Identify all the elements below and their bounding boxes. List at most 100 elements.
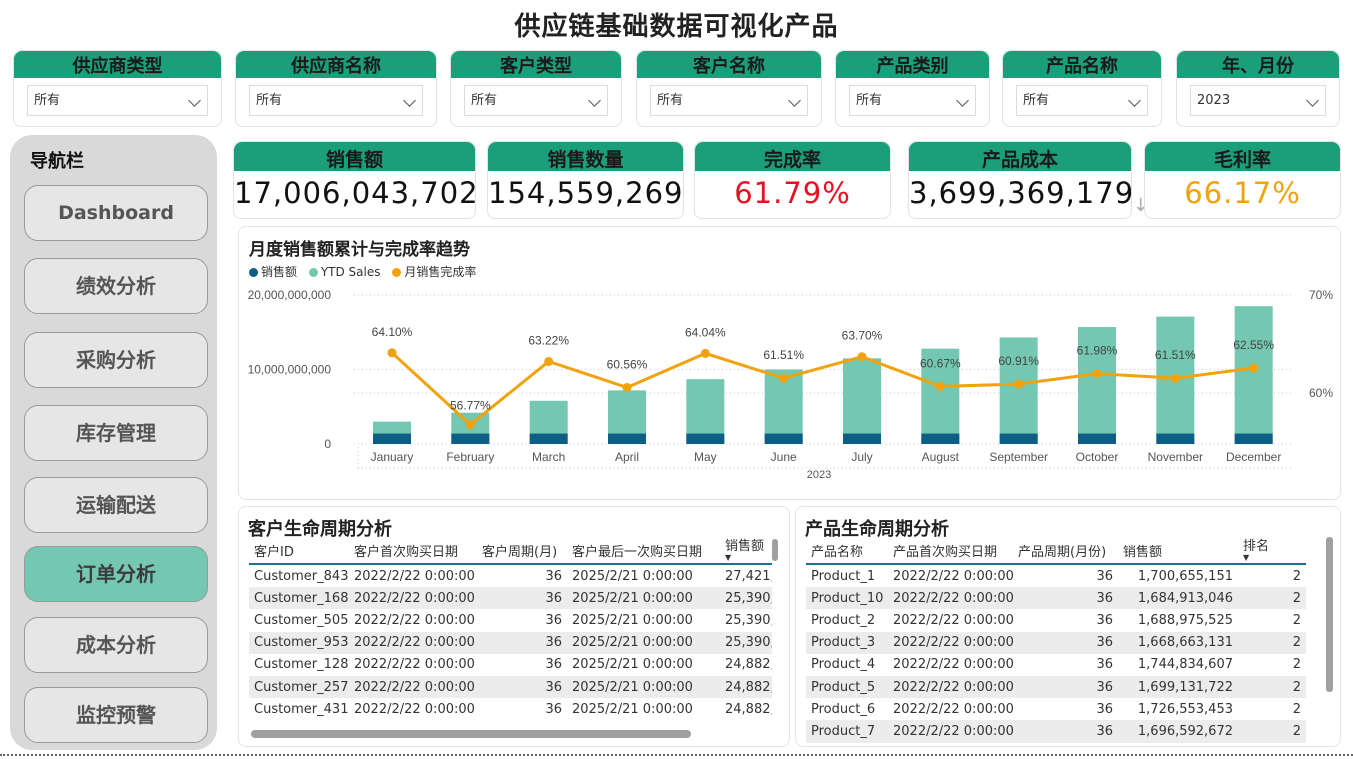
column-header[interactable]: 排名 ▼ — [1238, 537, 1306, 563]
table-row[interactable]: Customer_168 2022/2/22 0:00:00 36 2025/2/21… — [249, 587, 772, 610]
vertical-scrollbar[interactable] — [772, 539, 778, 561]
data-label: 64.04% — [685, 325, 726, 339]
bar-ytd-sales — [843, 358, 881, 444]
table-cell: 2025/2/21 0:00:00 — [567, 631, 720, 654]
drill-down-arrow-icon[interactable]: ↓ — [1133, 195, 1149, 216]
nav-item-1[interactable]: 绩效分析 — [24, 258, 208, 314]
nav-item-2[interactable]: 采购分析 — [24, 332, 208, 388]
x-tick-label: June — [771, 450, 797, 464]
bar-sales — [451, 433, 490, 444]
table-cell: 2022/2/22 0:00:00 — [893, 657, 1013, 673]
bar-sales — [764, 433, 803, 444]
table-row[interactable]: Product_3 2022/2/22 0:00:00 36 1,668,663,13… — [806, 631, 1306, 654]
table-cell: 2 — [1238, 631, 1306, 654]
table-cell: Customer_128 — [254, 657, 349, 673]
column-header[interactable]: 产品周期(月份) — [1013, 537, 1118, 563]
slicer-value: 所有 — [1023, 93, 1050, 108]
table-row[interactable]: Product_2 2022/2/22 0:00:00 36 1,688,975,52… — [806, 609, 1306, 631]
column-header-label: 客户ID — [254, 544, 294, 560]
column-header[interactable]: 销售额 — [1118, 537, 1238, 563]
kpi-card-4: 毛利率 66.17% — [1144, 141, 1341, 219]
slicer-value: 所有 — [471, 93, 498, 108]
slicer-dropdown[interactable]: 所有 — [27, 85, 208, 116]
data-label: 63.70% — [842, 329, 883, 343]
table-cell: 36 — [545, 657, 562, 673]
table-cell: 36 — [1013, 587, 1118, 610]
table-row[interactable]: Customer_431 2022/2/22 0:00:00 36 2025/2/21… — [249, 698, 772, 720]
column-header[interactable]: 产品名称 — [806, 537, 888, 563]
slicer-label: 客户类型 — [451, 51, 621, 78]
slicer-dropdown[interactable]: 所有 — [464, 85, 608, 116]
completion-rate-point — [1014, 379, 1024, 389]
table-row[interactable]: Customer_505 2022/2/22 0:00:00 36 2025/2/21… — [249, 609, 772, 631]
nav-item-4[interactable]: 运输配送 — [24, 477, 208, 533]
nav-item-5[interactable]: 订单分析 — [24, 546, 208, 602]
column-header[interactable]: 客户周期(月) — [477, 537, 567, 563]
slicer-value: 所有 — [256, 93, 283, 108]
column-header[interactable]: 销售额 ▼ — [720, 537, 772, 563]
slicer-dropdown[interactable]: 所有 — [249, 85, 423, 116]
slicer-dropdown[interactable]: 所有 — [650, 85, 808, 116]
slicer-label: 年、月份 — [1177, 51, 1339, 78]
table-cell: 1,726,553,453 — [1137, 701, 1233, 717]
legend-item-rate[interactable]: 月销售完成率 — [392, 265, 476, 279]
table-cell: 27,421, — [725, 568, 772, 584]
bar-ytd-sales — [1234, 306, 1273, 444]
table-cell: 36 — [477, 675, 567, 699]
table-cell: 2025/2/21 0:00:00 — [567, 675, 720, 699]
table-cell: Customer_257 — [249, 675, 349, 699]
chevron-down-icon — [1306, 94, 1319, 107]
table-row[interactable]: Product_6 2022/2/22 0:00:00 36 1,726,553,45… — [806, 698, 1306, 720]
combo-chart[interactable]: 20,000,000,000 10,000,000,000 0 70% 60% Janua… — [239, 227, 1342, 501]
table-row[interactable]: Product_1 2022/2/22 0:00:00 36 1,700,655,15… — [806, 565, 1306, 587]
sort-desc-icon[interactable]: ▼ — [1243, 553, 1250, 562]
table-row[interactable]: Customer_843 2022/2/22 0:00:00 36 2025/2/21… — [249, 565, 772, 587]
slicer-dropdown[interactable]: 2023 — [1190, 85, 1326, 116]
legend-item-sales[interactable]: 销售额 — [249, 265, 297, 279]
table-cell: 2022/2/22 0:00:00 — [354, 612, 475, 628]
bar-sales — [1078, 433, 1116, 444]
y2-tick-label: 70% — [1309, 288, 1333, 302]
legend-label-ytd: YTD Sales — [320, 265, 381, 279]
table-row[interactable]: Product_10 2022/2/22 0:00:00 36 1,684,913,0… — [806, 587, 1306, 610]
legend-dot-ytd — [308, 268, 318, 277]
column-header[interactable]: 客户最后一次购买日期 — [567, 537, 720, 563]
sort-desc-icon[interactable]: ▼ — [725, 553, 732, 562]
table-cell: 36 — [545, 701, 562, 717]
table-cell: Product_2 — [811, 612, 876, 628]
nav-item-0[interactable]: Dashboard — [24, 185, 208, 241]
nav-item-6[interactable]: 成本分析 — [24, 617, 208, 673]
slicer-dropdown[interactable]: 所有 — [1016, 85, 1148, 116]
completion-rate-point — [465, 420, 475, 430]
table-row[interactable]: Customer_257 2022/2/22 0:00:00 36 2025/2/21… — [249, 675, 772, 699]
nav-item-7[interactable]: 监控预警 — [24, 687, 208, 743]
horizontal-scrollbar[interactable] — [251, 730, 691, 738]
slicer-value: 2023 — [1197, 93, 1231, 108]
column-header[interactable]: 客户ID — [249, 537, 349, 563]
nav-item-3[interactable]: 库存管理 — [24, 405, 208, 461]
table-row[interactable]: Product_7 2022/2/22 0:00:00 36 1,696,592,67… — [806, 720, 1306, 743]
table-cell: 2 — [1292, 612, 1301, 628]
chevron-down-icon — [403, 94, 416, 107]
table-row[interactable]: Product_4 2022/2/22 0:00:00 36 1,744,834,60… — [806, 654, 1306, 676]
column-header[interactable]: 产品首次购买日期 — [888, 537, 1013, 563]
table-cell: 36 — [1096, 701, 1113, 717]
legend-item-ytd[interactable]: YTD Sales — [308, 265, 381, 279]
table-cell: Customer_431 — [254, 701, 349, 717]
table-cell: 2022/2/22 0:00:00 — [893, 612, 1013, 628]
data-label: 63.22% — [528, 333, 569, 347]
table-row[interactable]: Customer_128 2022/2/22 0:00:00 36 2025/2/21… — [249, 654, 772, 676]
vertical-scrollbar[interactable] — [1326, 537, 1333, 692]
column-header[interactable]: 客户首次购买日期 — [349, 537, 477, 563]
completion-rate-point — [935, 381, 945, 391]
x-tick-label: December — [1226, 450, 1281, 464]
slicer-value: 所有 — [34, 93, 61, 108]
table-cell: 2 — [1238, 587, 1306, 610]
legend-dot-sales — [249, 268, 258, 277]
table-cell: 36 — [1096, 612, 1113, 628]
slicer-dropdown[interactable]: 所有 — [849, 85, 976, 116]
x-tick-label: May — [694, 450, 717, 464]
table-row[interactable]: Product_5 2022/2/22 0:00:00 36 1,699,131,72… — [806, 675, 1306, 699]
table-row[interactable]: Customer_953 2022/2/22 0:00:00 36 2025/2/21… — [249, 631, 772, 654]
header-divider — [806, 563, 1306, 565]
